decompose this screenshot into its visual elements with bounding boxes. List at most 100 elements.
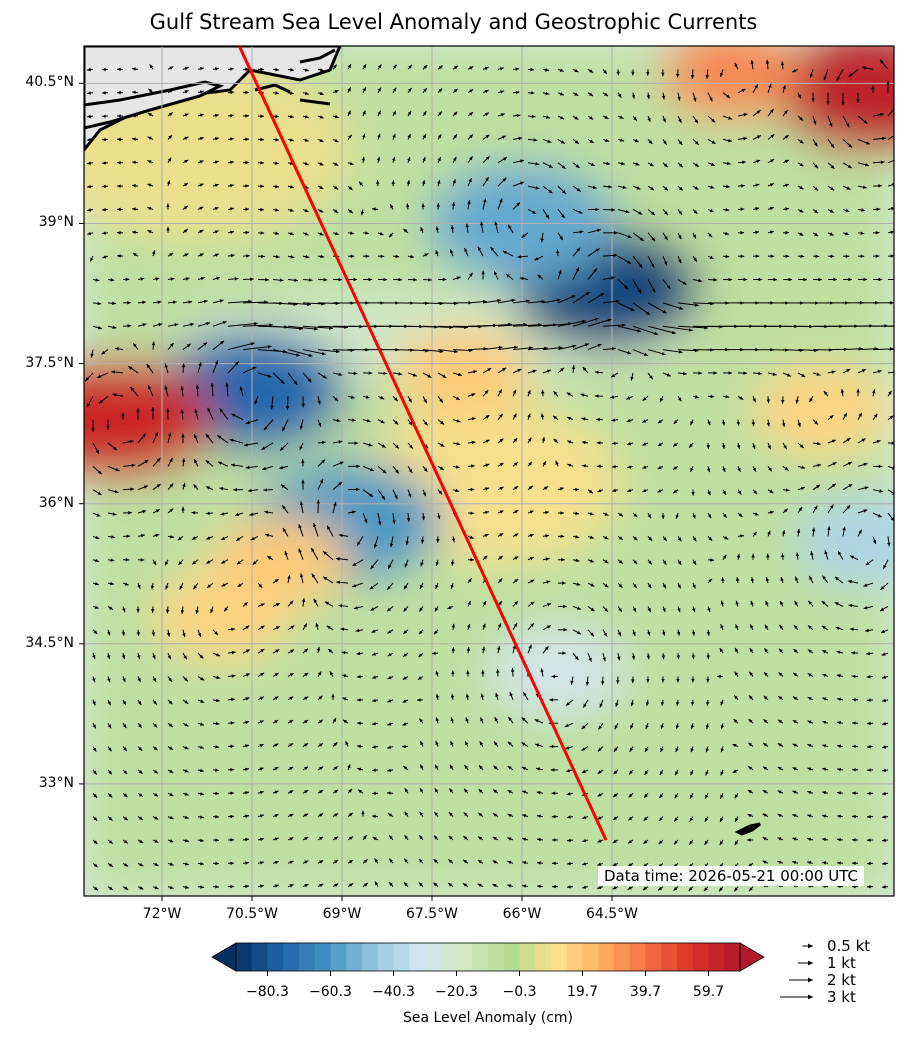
current-arrowhead xyxy=(469,112,474,116)
current-arrowhead xyxy=(453,134,457,139)
current-arrowhead xyxy=(435,693,440,698)
current-arrowhead xyxy=(93,770,97,775)
current-arrowhead xyxy=(333,742,338,747)
current-arrowhead xyxy=(515,67,520,71)
current-arrowhead xyxy=(214,631,218,636)
current-arrowhead xyxy=(117,67,121,72)
current-arrowhead xyxy=(122,678,126,683)
current-arrowhead xyxy=(92,678,96,683)
current-arrowhead xyxy=(284,551,288,556)
current-arrowhead xyxy=(234,512,239,517)
current-arrowhead xyxy=(471,393,476,397)
current-arrowhead xyxy=(260,184,264,188)
current-arrowhead xyxy=(275,626,280,630)
current-arrowhead xyxy=(304,860,309,864)
current-arrowhead xyxy=(607,318,612,322)
current-arrowhead xyxy=(544,646,549,651)
current-arrowhead xyxy=(520,159,524,163)
current-arrowhead xyxy=(153,723,158,728)
current-arrowhead xyxy=(559,68,564,72)
current-arrowhead xyxy=(147,160,152,164)
current-arrowhead xyxy=(231,627,235,632)
current-arrowhead xyxy=(112,301,116,305)
current-arrowhead xyxy=(551,814,556,819)
current-arrowhead xyxy=(234,277,239,281)
current-arrowhead xyxy=(365,254,370,258)
current-arrowhead xyxy=(194,434,198,439)
current-arrowhead xyxy=(516,113,521,118)
current-arrowhead xyxy=(632,631,636,636)
current-arrowhead xyxy=(261,446,266,450)
current-arrowhead xyxy=(289,231,294,236)
current-arrowhead xyxy=(359,181,363,186)
current-arrowhead xyxy=(304,790,309,794)
current-arrowhead xyxy=(465,717,469,722)
current-arrowhead xyxy=(158,323,163,327)
current-arrowhead xyxy=(200,722,204,726)
current-arrowhead xyxy=(578,210,583,214)
current-arrowhead xyxy=(245,791,249,795)
current-arrowhead xyxy=(108,793,113,798)
current-arrowhead xyxy=(264,510,269,514)
current-arrowhead xyxy=(571,295,576,299)
current-arrowhead xyxy=(170,535,175,539)
current-arrowhead xyxy=(577,630,582,635)
current-arrowhead xyxy=(485,510,489,515)
current-arrowhead xyxy=(451,647,455,651)
current-arrowhead xyxy=(627,234,632,239)
current-arrowhead xyxy=(245,137,249,142)
current-arrowhead xyxy=(231,674,236,678)
current-arrowhead xyxy=(155,533,160,538)
current-arrowhead xyxy=(195,610,199,614)
current-arrowhead xyxy=(168,432,172,437)
current-arrowhead xyxy=(231,463,235,467)
current-arrowhead xyxy=(116,254,121,258)
current-arrowhead xyxy=(513,462,518,466)
current-arrowhead xyxy=(136,632,141,636)
current-arrowhead xyxy=(214,230,219,234)
current-arrowhead xyxy=(419,584,424,589)
current-arrowhead xyxy=(108,747,112,752)
current-arrowhead xyxy=(372,698,377,703)
current-arrowhead xyxy=(389,835,393,840)
current-arrowhead xyxy=(137,700,142,705)
current-arrowhead xyxy=(299,501,304,506)
current-arrowhead xyxy=(523,692,527,697)
current-arrowhead xyxy=(206,536,211,540)
current-arrowhead xyxy=(484,90,489,94)
current-arrowhead xyxy=(420,539,425,544)
current-arrowhead xyxy=(219,408,224,413)
current-arrowhead xyxy=(289,884,294,888)
current-arrowhead xyxy=(528,485,533,490)
current-arrowhead xyxy=(451,623,456,628)
current-arrowhead xyxy=(87,231,92,236)
current-arrowhead xyxy=(387,745,392,749)
current-arrowhead xyxy=(485,463,490,467)
current-arrowhead xyxy=(537,884,541,889)
current-arrowhead xyxy=(612,816,617,820)
current-arrowhead xyxy=(199,183,204,187)
current-arrowhead xyxy=(369,585,374,590)
current-arrowhead xyxy=(567,416,572,421)
current-arrowhead xyxy=(275,91,279,95)
current-arrowhead xyxy=(551,884,556,889)
current-arrowhead xyxy=(576,582,581,586)
current-arrowhead xyxy=(469,134,473,139)
current-arrowhead xyxy=(526,299,530,303)
current-arrowhead xyxy=(329,326,333,330)
current-arrowhead xyxy=(153,700,157,705)
current-arrowhead xyxy=(298,548,302,553)
current-arrowhead xyxy=(97,374,102,378)
current-arrowhead xyxy=(131,463,136,468)
current-arrowhead xyxy=(289,185,294,189)
current-arrowhead xyxy=(368,277,373,282)
current-arrow xyxy=(272,325,303,330)
current-arrowhead xyxy=(376,156,381,161)
current-arrowhead xyxy=(260,231,265,235)
current-arrowhead xyxy=(553,438,558,443)
current-arrowhead xyxy=(154,885,159,890)
current-arrowhead xyxy=(218,461,223,465)
current-arrowhead xyxy=(121,412,125,417)
lon-tick-label: 67.5°W xyxy=(405,906,458,922)
